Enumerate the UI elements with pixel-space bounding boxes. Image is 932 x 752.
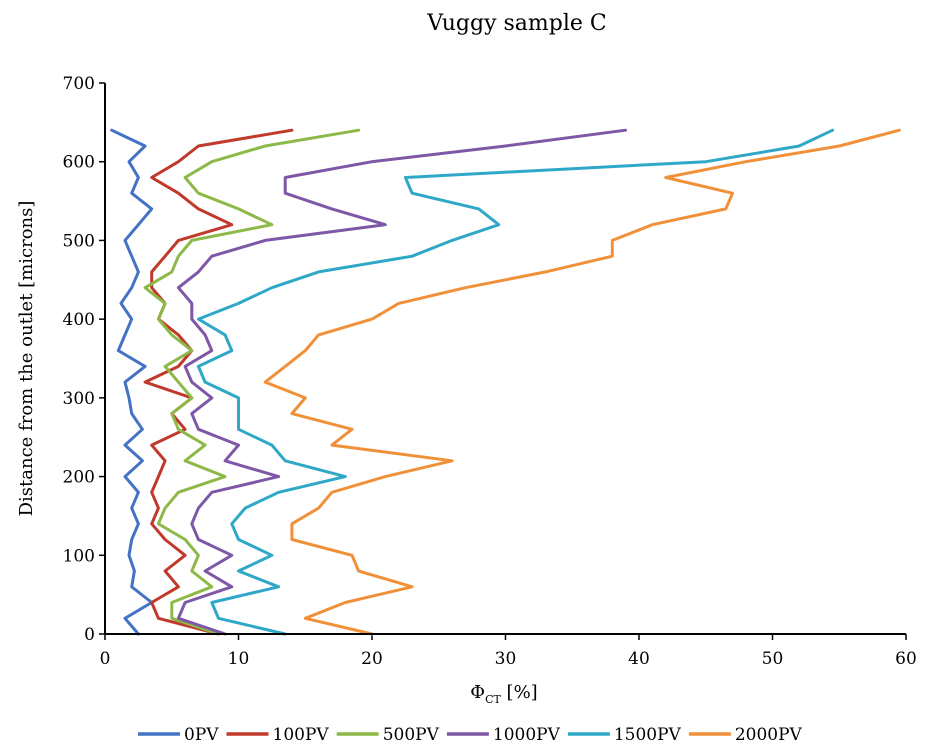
x-tick-label: 30 (495, 649, 517, 669)
x-axis-label-unit: [%] (501, 682, 538, 703)
y-tick-label: 600 (63, 153, 95, 173)
x-tick-label: 40 (628, 649, 650, 669)
x-axis-label-symbol: Φ (470, 682, 485, 703)
x-tick-label: 10 (228, 649, 250, 669)
y-tick-label: 400 (63, 310, 95, 330)
x-tick-label: 60 (895, 649, 917, 669)
series-lines (110, 128, 901, 636)
y-tick-label: 100 (63, 546, 95, 566)
y-tick-label: 500 (63, 231, 95, 251)
x-axis-label: ΦCT [%] (470, 682, 537, 706)
y-axis-ticks: 0 100 200 300 400 500 600 700 (63, 74, 105, 645)
x-tick-label: 20 (361, 649, 383, 669)
chart-title: Vuggy sample C (426, 11, 606, 36)
series-line-0pv (110, 128, 154, 636)
legend-label-500pv: 500PV (383, 725, 440, 745)
legend: 0PV 100PV 500PV 1000PV 1500PV 2000PV (138, 725, 803, 745)
legend-label-100pv: 100PV (273, 725, 330, 745)
y-axis-label: Distance from the outlet [microns] (16, 201, 37, 517)
legend-label-0pv: 0PV (184, 725, 219, 745)
legend-label-1000pv: 1000PV (493, 725, 561, 745)
y-tick-label: 300 (63, 389, 95, 409)
x-axis-label-subscript: CT (485, 693, 501, 706)
legend-label-1500pv: 1500PV (614, 725, 682, 745)
y-tick-label: 0 (84, 625, 95, 645)
series-line-2000pv (263, 128, 901, 636)
legend-label-2000pv: 2000PV (735, 725, 803, 745)
series-line-1500pv (196, 128, 835, 636)
y-tick-label: 700 (63, 74, 95, 94)
series-line-500pv (143, 128, 361, 636)
series-line-100pv (143, 128, 294, 636)
x-axis-ticks: 0 10 20 30 40 50 60 (100, 634, 917, 669)
x-tick-label: 50 (762, 649, 784, 669)
series-line-1000pv (176, 128, 628, 636)
y-tick-label: 200 (63, 468, 95, 488)
x-tick-label: 0 (100, 649, 111, 669)
